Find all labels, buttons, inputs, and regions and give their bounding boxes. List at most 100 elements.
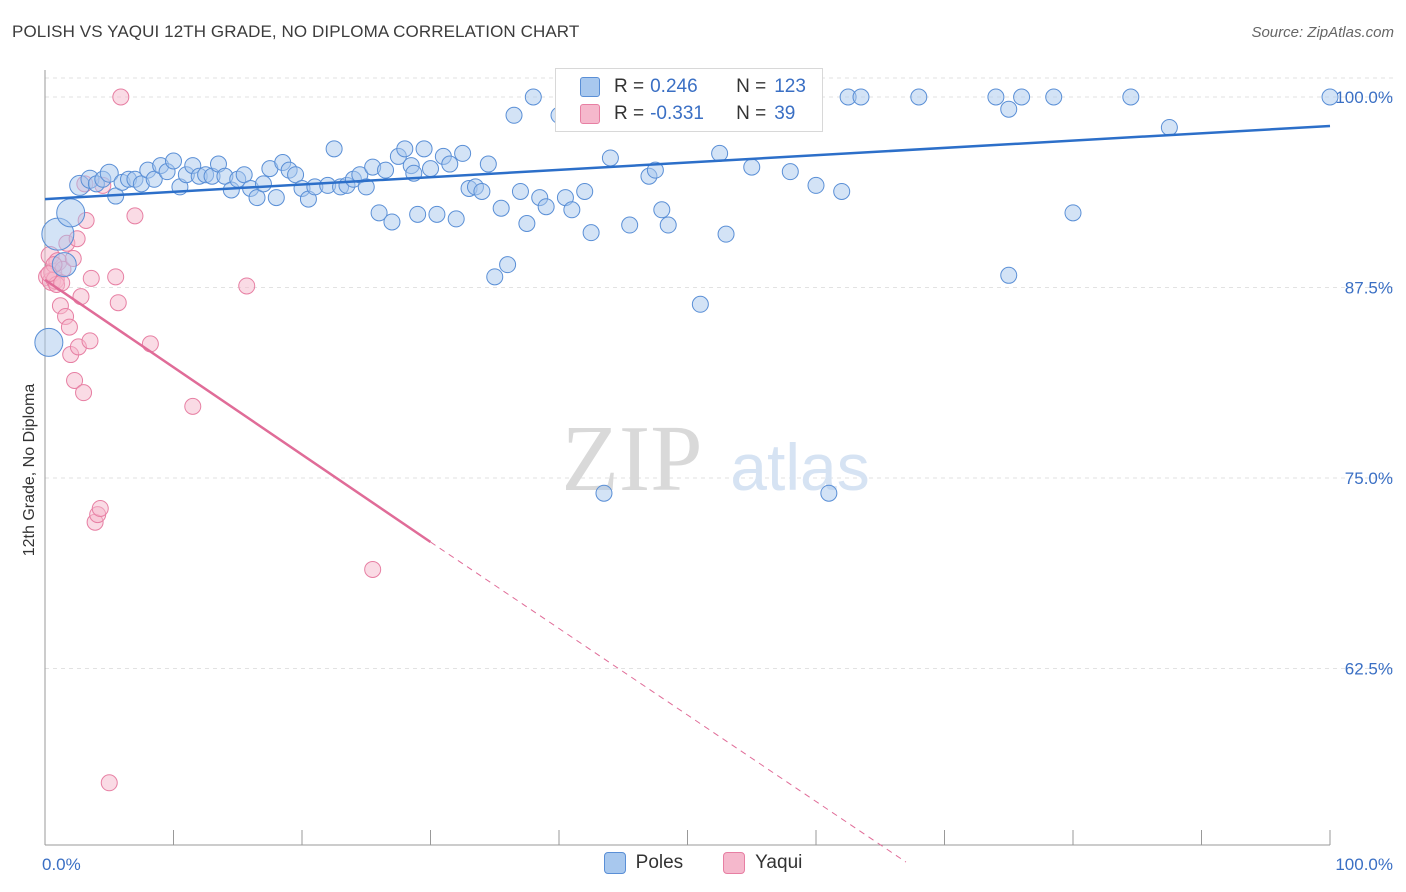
- poles-point-73: [518, 214, 536, 232]
- yaqui-point-32: [184, 397, 202, 415]
- poles-point-72: [511, 182, 529, 200]
- poles-point-63: [454, 144, 472, 162]
- poles-point-119: [1321, 88, 1339, 106]
- poles-point-47: [357, 178, 375, 196]
- poles-point-0: [34, 327, 64, 357]
- poles-point-86: [621, 216, 639, 234]
- poles-point-112: [987, 88, 1005, 106]
- poles-point-111: [910, 88, 928, 106]
- y-axis-label: 12th Grade, No Diploma: [21, 383, 38, 557]
- poles-point-58: [422, 160, 439, 178]
- watermark: ZIP atlas: [562, 407, 870, 511]
- legend-poles-swatch: [603, 852, 626, 874]
- poles-point-115: [1045, 88, 1063, 106]
- poles-point-76: [537, 198, 555, 216]
- yaqui-point-17: [75, 384, 93, 402]
- poles-point-84: [601, 149, 619, 167]
- poles-point-107: [820, 484, 838, 502]
- yaqui-points: [38, 88, 382, 792]
- watermark-atlas: atlas: [730, 430, 869, 504]
- poles-point-98: [717, 225, 735, 243]
- yaqui-r-value: -0.331: [650, 103, 704, 124]
- poles-swatch: [580, 77, 600, 97]
- poles-point-57: [415, 140, 433, 158]
- poles-point-56: [409, 205, 427, 223]
- chart-title: POLISH VS YAQUI 12TH GRADE, NO DIPLOMA C…: [12, 22, 580, 41]
- yaqui-point-16: [72, 288, 90, 306]
- yaqui-point-28: [109, 294, 127, 312]
- trend-lines: [44, 124, 1331, 863]
- poles-point-1: [51, 252, 77, 278]
- yaqui-n-value: 39: [774, 103, 796, 124]
- axes: [44, 70, 1331, 846]
- poles-point-61: [441, 155, 459, 173]
- poles-point-42: [325, 140, 343, 158]
- poles-point-81: [576, 182, 594, 200]
- poles-point-121: [595, 484, 613, 502]
- poles-point-62: [447, 210, 465, 228]
- poles-point-114: [1013, 88, 1031, 106]
- poles-r-value: 0.246: [650, 76, 698, 97]
- poles-point-59: [428, 205, 446, 223]
- yaqui-point-29: [112, 88, 130, 106]
- y-tick-label-3: 62.5%: [1345, 660, 1393, 679]
- legend-poles-label: Poles: [635, 852, 684, 873]
- poles-point-53: [396, 140, 414, 158]
- yaqui-point-24: [91, 499, 109, 517]
- yaqui-point-20: [81, 332, 99, 350]
- poles-point-106: [807, 176, 825, 194]
- legend-item-yaqui[interactable]: Yaqui: [723, 852, 802, 874]
- poles-point-101: [743, 158, 761, 176]
- poles-point-31: [248, 189, 266, 207]
- yaqui-point-33: [238, 277, 256, 295]
- stats-row-yaqui: R = -0.331 N = 39: [580, 103, 795, 125]
- y-tick-label-1: 87.5%: [1345, 279, 1393, 298]
- poles-point-32: [254, 175, 272, 193]
- x-tick-label-1: 100.0%: [1335, 855, 1393, 874]
- poles-point-51: [383, 213, 401, 231]
- poles-point-69: [492, 199, 510, 217]
- poles-point-18: [165, 152, 182, 170]
- poles-point-90: [646, 161, 664, 179]
- poles-point-122: [781, 163, 799, 181]
- yaqui-point-31: [141, 335, 159, 353]
- poles-point-8: [99, 163, 119, 183]
- poles-trend-line: [44, 124, 1331, 201]
- source-label: Source: ZipAtlas.com: [1251, 24, 1394, 41]
- poles-n-value: 123: [774, 76, 806, 97]
- poles-point-50: [377, 161, 395, 179]
- gridlines: [45, 77, 1395, 669]
- poles-point-15: [145, 170, 163, 188]
- poles-point-74: [524, 88, 542, 106]
- stats-legend: R = 0.246 N = 123 R = -0.331 N = 39: [555, 68, 823, 132]
- yaqui-point-30: [126, 207, 144, 225]
- poles-point-110: [852, 88, 870, 106]
- poles-point-113: [1000, 100, 1018, 118]
- poles-point-66: [473, 182, 491, 200]
- yaqui-swatch: [580, 104, 600, 124]
- yaqui-point-10: [60, 318, 78, 336]
- legend-yaqui-swatch: [723, 852, 746, 874]
- yaqui-point-13: [66, 371, 84, 389]
- poles-r-label: R =: [614, 76, 645, 97]
- poles-n-label: N =: [736, 76, 767, 97]
- poles-point-70: [499, 256, 517, 274]
- legend-item-poles[interactable]: Poles: [603, 852, 684, 874]
- yaqui-point-27: [107, 268, 125, 286]
- poles-point-3: [56, 198, 86, 228]
- poles-point-97: [711, 144, 729, 162]
- poles-point-92: [659, 216, 677, 234]
- series-legend: Poles Yaqui: [0, 852, 1406, 874]
- poles-point-120: [1000, 266, 1018, 284]
- poles-point-108: [833, 182, 851, 200]
- tick-labels: 100.0% 87.5% 75.0% 62.5% 0.0% 100.0%: [42, 88, 1393, 874]
- yaqui-n-label: N =: [736, 103, 767, 124]
- watermark-zip: ZIP: [562, 407, 703, 511]
- yaqui-point-26: [100, 774, 118, 792]
- yaqui-trend-line: [44, 278, 432, 544]
- poles-point-118: [1160, 118, 1178, 136]
- yaqui-r-label: R =: [614, 103, 645, 124]
- poles-point-82: [582, 224, 600, 242]
- poles-point-116: [1064, 204, 1082, 222]
